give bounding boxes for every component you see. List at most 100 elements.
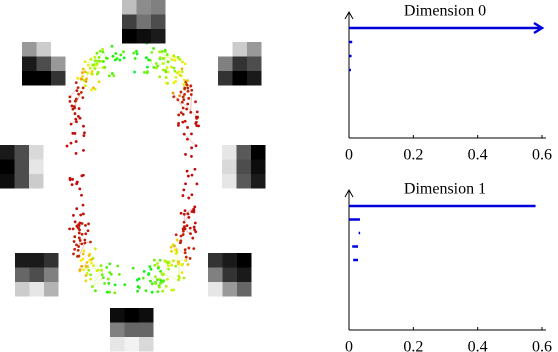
patch-cell (14, 159, 29, 174)
patch-cell (29, 159, 44, 174)
image-patches (0, 0, 266, 352)
point (165, 66, 169, 70)
edge (184, 133, 197, 146)
point (190, 146, 194, 150)
point (81, 86, 85, 90)
point (175, 250, 179, 254)
point (110, 44, 114, 48)
point (71, 131, 75, 135)
point (148, 265, 152, 269)
point (156, 262, 159, 265)
point (78, 269, 82, 273)
edge (174, 245, 191, 259)
point (176, 262, 180, 266)
point (143, 70, 146, 74)
patch-cell (237, 253, 252, 268)
patch-cell (0, 174, 15, 189)
point (90, 261, 94, 265)
point (75, 182, 79, 186)
point (100, 268, 103, 272)
point (135, 52, 139, 56)
point (179, 211, 183, 215)
point (77, 254, 81, 258)
point (154, 275, 157, 279)
point (175, 238, 179, 242)
point (90, 257, 94, 261)
patch-cell (237, 267, 252, 282)
point (79, 259, 83, 262)
point-cloud (65, 41, 200, 295)
point (184, 255, 188, 259)
point (136, 285, 140, 288)
point (185, 107, 189, 111)
point (135, 49, 138, 53)
point (150, 290, 154, 294)
patch-cell (44, 282, 59, 297)
point (190, 173, 194, 177)
point (180, 70, 184, 74)
point (179, 239, 183, 243)
point (72, 213, 75, 217)
point (71, 178, 74, 181)
point (117, 272, 121, 276)
point (177, 278, 181, 282)
patch-cell (139, 337, 154, 352)
point (85, 272, 89, 275)
point (186, 174, 190, 178)
point (155, 66, 158, 70)
point (81, 252, 85, 256)
point (65, 144, 69, 148)
point (184, 153, 187, 156)
patch-cell (236, 159, 251, 174)
patch-cell (36, 56, 51, 71)
edge (78, 242, 86, 257)
edge (101, 54, 121, 62)
point (108, 290, 112, 294)
point (166, 277, 169, 281)
point (188, 257, 192, 260)
chart-title: Dimension 1 (404, 181, 486, 198)
patch-cell (218, 56, 233, 71)
patch-cell (139, 322, 154, 337)
point (170, 58, 174, 62)
point (179, 90, 183, 94)
patch-cell (222, 159, 237, 174)
point (75, 120, 78, 124)
point (152, 46, 155, 50)
point (190, 88, 194, 92)
point (186, 86, 190, 90)
point (154, 282, 158, 285)
point (158, 285, 161, 289)
point (95, 62, 99, 66)
point (81, 173, 85, 177)
point (159, 281, 162, 285)
point (181, 233, 185, 236)
point (107, 282, 111, 285)
point (195, 182, 199, 186)
edge (148, 274, 160, 288)
point (183, 248, 187, 252)
point (77, 224, 81, 227)
point (132, 51, 136, 55)
point (185, 83, 189, 87)
point (177, 121, 180, 125)
patch-cell (110, 337, 125, 352)
patch-cell (51, 56, 66, 71)
x-tick-label: 0.6 (532, 339, 552, 352)
point (81, 203, 85, 207)
point (87, 268, 91, 272)
point (183, 93, 186, 96)
point (182, 220, 186, 224)
patch-cell (218, 71, 233, 86)
point (91, 86, 95, 90)
point (194, 100, 197, 104)
point (147, 58, 150, 62)
point (181, 112, 185, 116)
point (114, 52, 118, 55)
point (84, 224, 87, 227)
x-tick-label: 0.2 (403, 339, 423, 352)
edge (102, 49, 107, 59)
x-tick-label: 0.6 (532, 147, 552, 164)
point (107, 74, 111, 78)
patch-cell (36, 42, 51, 57)
